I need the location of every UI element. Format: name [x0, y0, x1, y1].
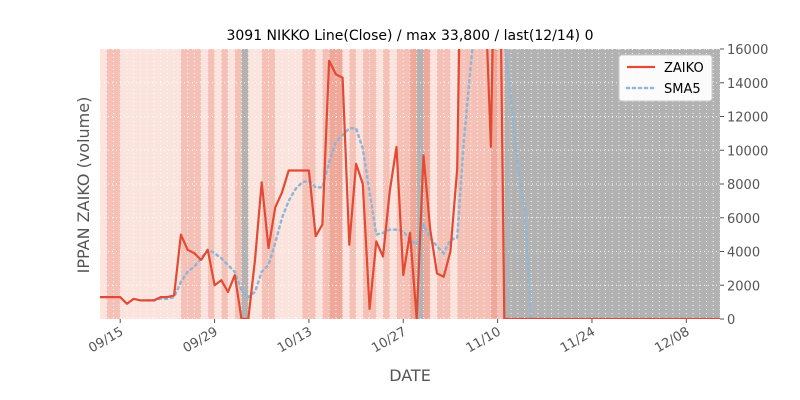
- volume-band-mid: [457, 49, 491, 319]
- volume-band-light: [389, 49, 397, 319]
- y-axis-label: IPPAN ZAIKO (volume): [74, 97, 93, 274]
- volume-band-light: [214, 49, 222, 319]
- volume-band-light: [100, 49, 107, 319]
- legend-label-zaiko: ZAIKO: [664, 61, 704, 76]
- y-tick-label: 2000: [727, 279, 760, 294]
- y-axis-ticks: 0 2000 4000 6000 8000 10000 12000 14000 16000: [720, 43, 768, 328]
- x-tick-label: 09/29: [181, 324, 221, 356]
- y-tick-label: 14000: [727, 77, 768, 92]
- volume-band-light: [120, 49, 181, 319]
- y-tick-label: 12000: [727, 111, 768, 126]
- volume-band-light: [356, 49, 363, 319]
- plot-area: [99, 48, 721, 320]
- x-axis-ticks: 09/15 09/29 10/13 10/27 11/10 11/24 12/08: [86, 319, 692, 356]
- volume-band-light: [450, 49, 458, 319]
- zaiko-series-line: [100, 49, 720, 319]
- volume-band-strong: [490, 49, 498, 319]
- y-tick-label: 10000: [727, 144, 768, 159]
- volume-band-mid: [207, 49, 215, 319]
- volume-band-light: [315, 49, 323, 319]
- x-tick-label: 10/13: [275, 324, 315, 356]
- legend-label-sma5: SMA5: [664, 82, 701, 97]
- y-tick-label: 8000: [727, 178, 760, 193]
- y-tick-label: 0: [727, 313, 735, 328]
- volume-band-light: [228, 49, 235, 319]
- volume-band-light: [430, 49, 437, 319]
- volume-band-mid: [322, 49, 330, 319]
- volume-band-light: [376, 49, 384, 319]
- x-tick-label: 11/10: [464, 324, 504, 356]
- x-tick-label: 12/08: [652, 324, 692, 356]
- chart-title: 3091 NIKKO Line(Close) / max 33,800 / la…: [226, 28, 593, 44]
- y-tick-label: 6000: [727, 212, 760, 227]
- sma5-series-line: [145, 49, 720, 319]
- volume-band-light: [248, 49, 262, 319]
- x-tick-label: 11/24: [558, 324, 598, 356]
- volume-band-mid: [234, 49, 242, 319]
- x-axis-label: DATE: [389, 366, 431, 385]
- x-tick-label: 09/15: [86, 324, 126, 356]
- volume-band-mid: [383, 49, 390, 319]
- volume-band-strong: [410, 49, 417, 319]
- y-tick-label: 16000: [727, 43, 768, 58]
- x-tick-label: 10/27: [369, 324, 409, 356]
- legend: ZAIKO SMA5: [618, 54, 713, 102]
- series-lines: [100, 49, 720, 319]
- y-tick-label: 4000: [727, 246, 760, 261]
